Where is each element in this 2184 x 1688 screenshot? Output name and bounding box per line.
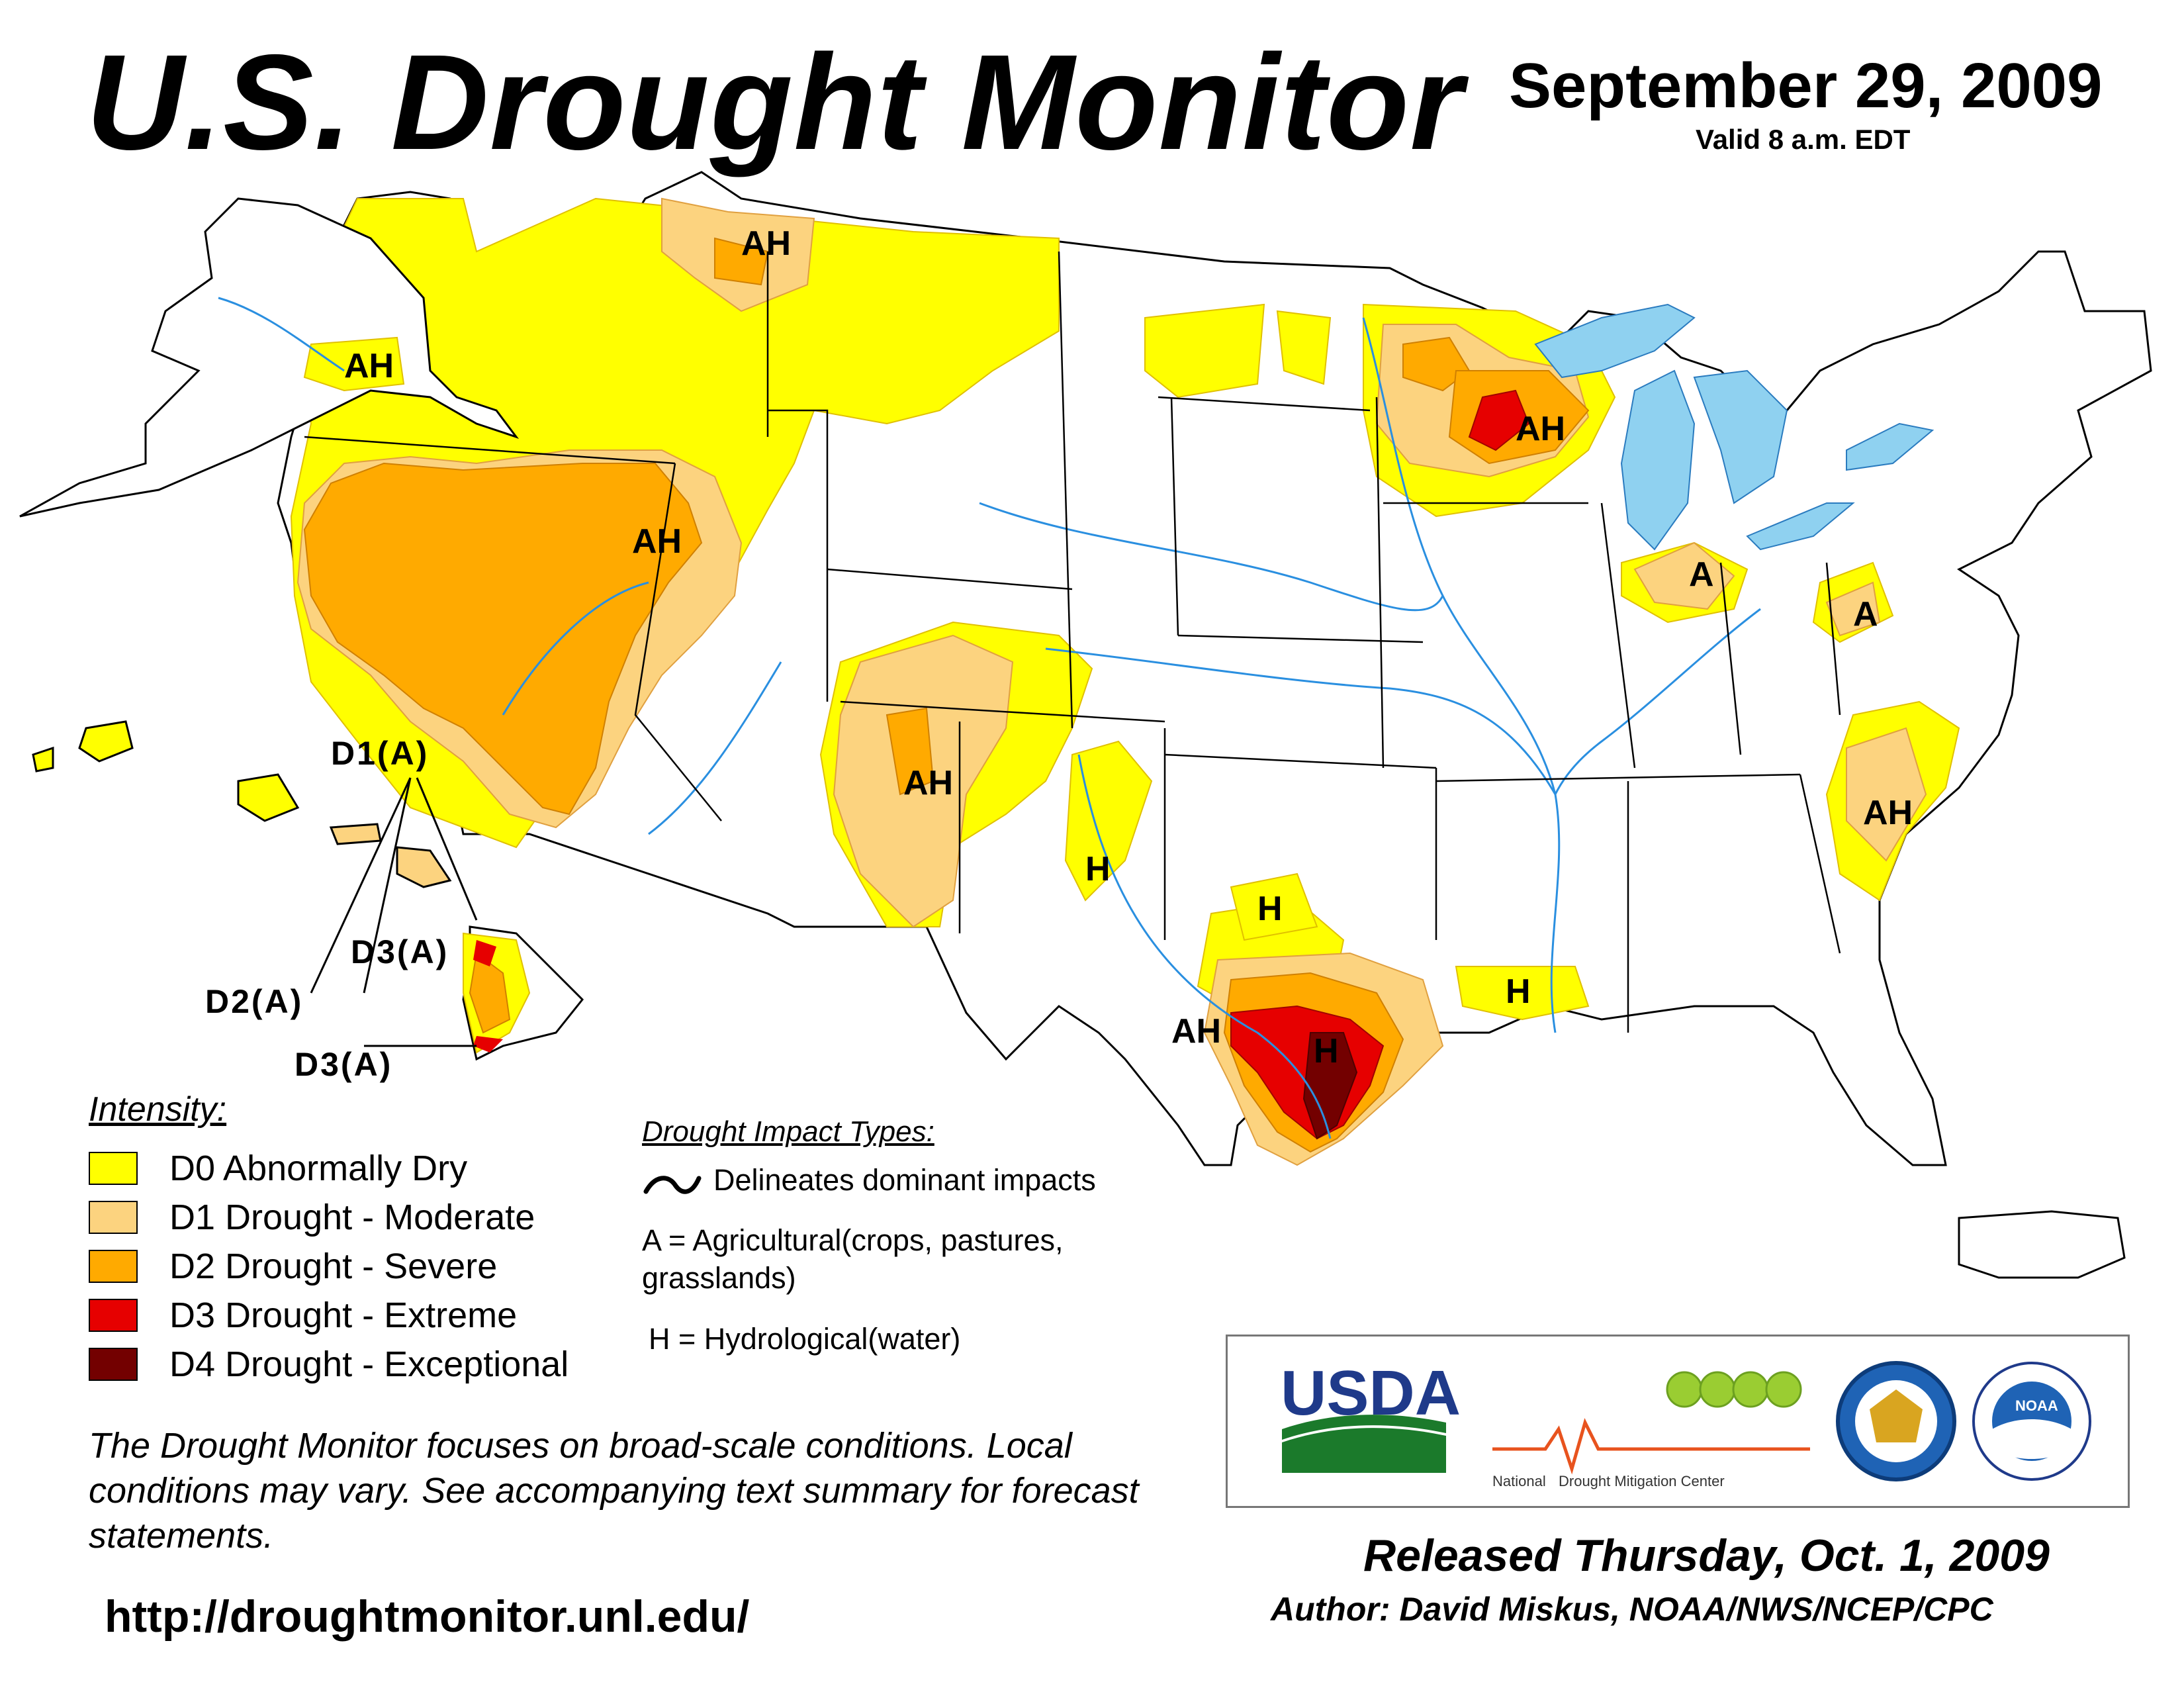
legend-swatch	[89, 1250, 138, 1283]
impact-label: H	[1506, 972, 1531, 1011]
hawaii: D1(A) D3(A) D2(A) D3(A)	[32, 720, 584, 1083]
legend-label: D1 Drought - Moderate	[169, 1197, 535, 1237]
release-date: Released Thursday, Oct. 1, 2009	[1363, 1530, 2050, 1581]
legend-item-d3: D3 Drought - Extreme	[89, 1295, 517, 1336]
impact-label: H	[1257, 890, 1283, 928]
impact-label: A	[1853, 595, 1878, 633]
impact-line-icon	[643, 1176, 702, 1194]
svg-text:NOAA: NOAA	[2015, 1397, 2058, 1414]
legend-label: D0 Abnormally Dry	[169, 1149, 468, 1188]
impact-label: H	[1085, 850, 1111, 888]
map-date: September 29, 2009	[1509, 50, 2103, 121]
legend-item-d0: D0 Abnormally Dry	[89, 1148, 467, 1189]
impact-label: AH	[1171, 1012, 1221, 1051]
impact-agricultural: A = Agricultural(crops, pastures, grassl…	[642, 1223, 1064, 1295]
impact-label: AH	[903, 764, 953, 802]
hawaii-label: D3(A)	[351, 933, 449, 970]
legend-item-d1: D1 Drought - Moderate	[89, 1197, 535, 1238]
impact-label: AH	[632, 522, 682, 561]
legend-swatch	[89, 1348, 138, 1381]
legend-swatch	[89, 1152, 138, 1185]
puerto-rico	[1958, 1210, 2126, 1279]
doc-seal-icon	[1836, 1361, 1956, 1481]
partner-logos: USDA National Drought Mitigation Center	[1226, 1335, 2130, 1508]
usda-logo: USDA	[1281, 1358, 1461, 1473]
noaa-logo: NOAA	[1972, 1362, 2091, 1481]
ndmc-logo: National Drought Mitigation Center	[1492, 1371, 1810, 1489]
svg-text:Drought Mitigation Center: Drought Mitigation Center	[1559, 1473, 1725, 1489]
legend-label: D3 Drought - Extreme	[169, 1295, 518, 1335]
legend-swatch	[89, 1201, 138, 1234]
impact-label: AH	[1863, 794, 1913, 832]
impact-label: AH	[1516, 410, 1565, 448]
legend-swatch	[89, 1299, 138, 1332]
legend-item-d2: D2 Drought - Severe	[89, 1246, 497, 1287]
impact-hydrological: H = Hydrological(water)	[649, 1322, 961, 1356]
legend-label: D4 Drought - Exceptional	[169, 1344, 569, 1384]
page-title: U.S. Drought Monitor	[86, 26, 1464, 178]
impact-line-text: Delineates dominant impacts	[713, 1163, 1096, 1197]
disclaimer-note: The Drought Monitor focuses on broad-sca…	[89, 1426, 1139, 1556]
author-credit: Author: David Miskus, NOAA/NWS/NCEP/CPC	[1271, 1591, 1993, 1628]
impact-label: AH	[741, 224, 791, 263]
impact-types-title: Drought Impact Types:	[642, 1115, 934, 1148]
svg-text:National: National	[1492, 1473, 1546, 1489]
state-borders	[304, 251, 1841, 1033]
impact-label: H	[1314, 1032, 1339, 1070]
valid-time: Valid 8 a.m. EDT	[1696, 124, 1911, 155]
legend-label: D2 Drought - Severe	[169, 1246, 498, 1286]
website-url[interactable]: http://droughtmonitor.unl.edu/	[105, 1591, 750, 1642]
impact-label: A	[1689, 555, 1714, 594]
impact-label: AH	[344, 347, 394, 385]
hawaii-label: D1(A)	[331, 735, 429, 772]
alaska: AH	[19, 197, 520, 518]
drought-d4-areas	[1302, 1032, 1358, 1140]
legend-title: Intensity:	[89, 1090, 227, 1129]
great-lakes	[1534, 303, 1934, 551]
legend-item-d4: D4 Drought - Exceptional	[89, 1344, 569, 1385]
hawaii-label: D2(A)	[205, 983, 303, 1020]
logos-svg: USDA National Drought Mitigation Center	[1281, 1358, 2091, 1489]
hawaii-label: D3(A)	[295, 1046, 392, 1083]
